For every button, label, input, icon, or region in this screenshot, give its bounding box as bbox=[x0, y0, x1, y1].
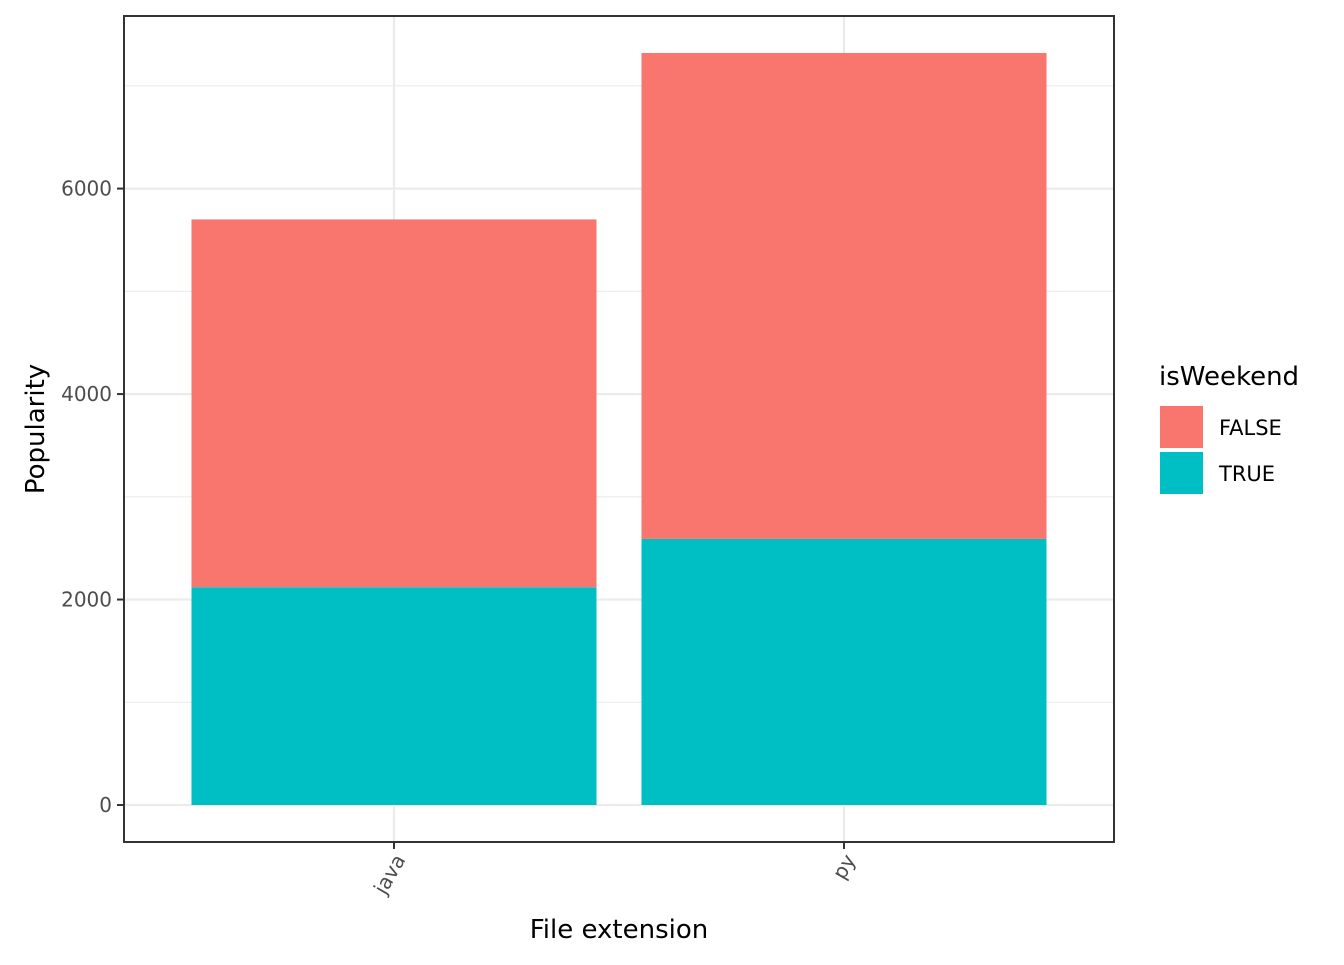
y-axis-title: Popularity bbox=[21, 364, 51, 494]
legend-title: isWeekend bbox=[1159, 362, 1299, 392]
legend-key-true bbox=[1160, 452, 1203, 494]
y-tick-label: 2000 bbox=[61, 588, 112, 612]
legend-label-true: TRUE bbox=[1218, 462, 1275, 486]
x-axis-title: File extension bbox=[530, 915, 709, 945]
y-tick-label: 4000 bbox=[61, 382, 112, 406]
panel-border bbox=[123, 15, 1115, 843]
bar-java-true bbox=[191, 587, 597, 806]
bar-java-false bbox=[191, 219, 597, 588]
y-tick-label: 6000 bbox=[61, 177, 112, 201]
x-tick-label: py bbox=[827, 850, 860, 883]
legend-label-false: FALSE bbox=[1219, 416, 1282, 440]
x-tick-label: java bbox=[368, 850, 410, 899]
y-tick-label: 0 bbox=[99, 793, 112, 817]
bar-py-true bbox=[641, 538, 1047, 806]
legend-key-false bbox=[1160, 406, 1203, 448]
bar-py-false bbox=[641, 52, 1047, 539]
